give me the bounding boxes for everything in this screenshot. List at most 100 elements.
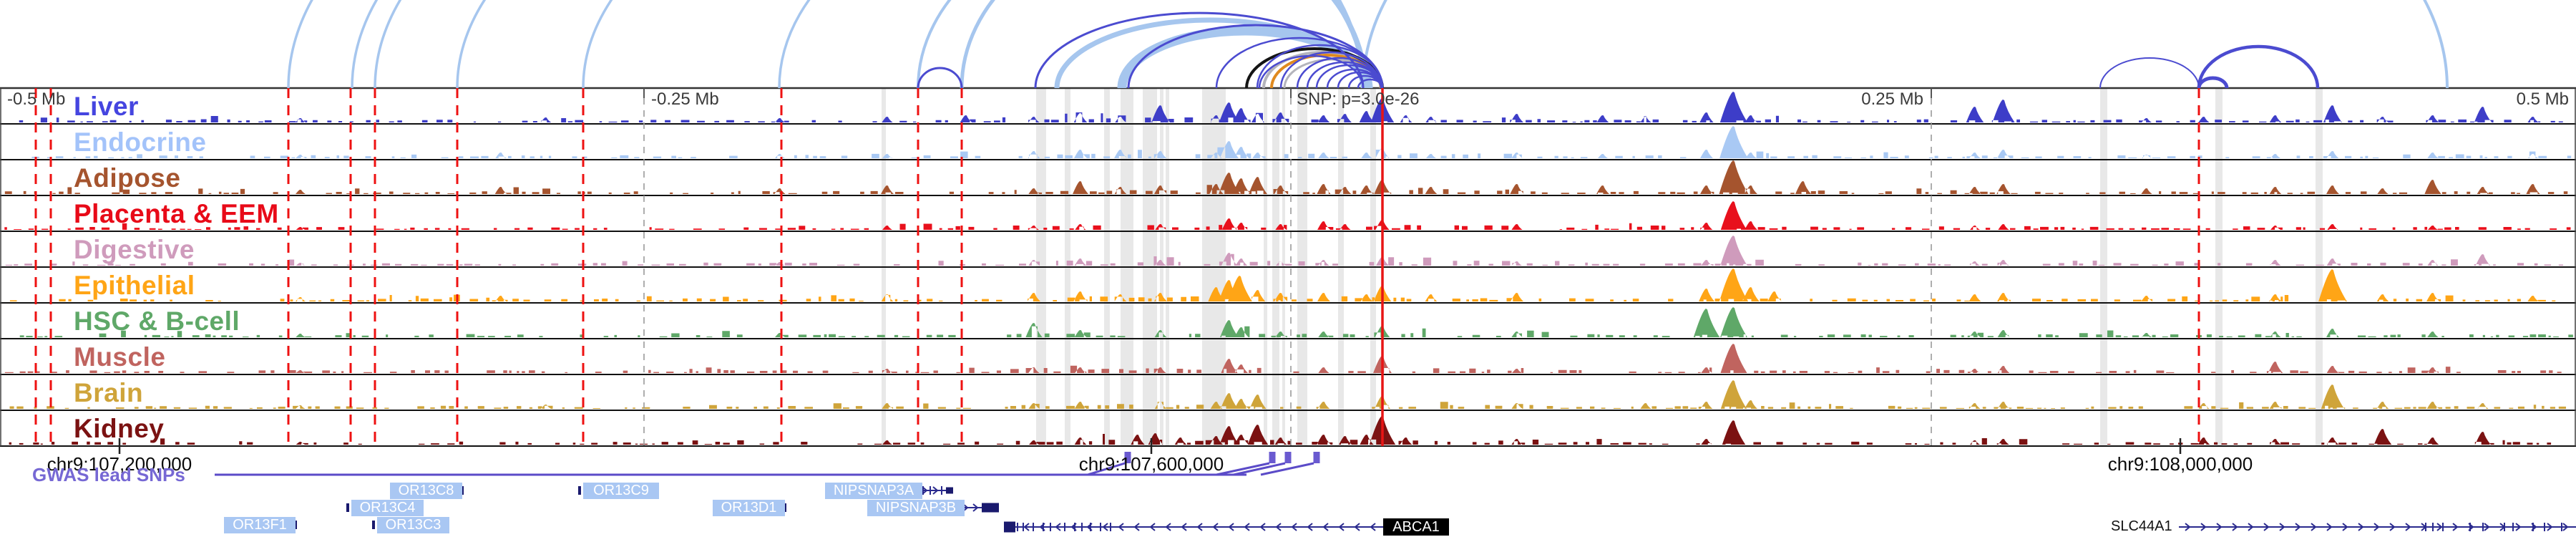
strand-arrow [2436, 523, 2443, 531]
strand-arrow [2295, 523, 2301, 531]
strand-arrow [1196, 523, 1203, 531]
track-label-adipose[interactable]: Adipose [74, 163, 181, 193]
track-label-endocrine[interactable]: Endocrine [74, 127, 207, 157]
strand-arrow [1118, 523, 1124, 531]
strand-arrow [972, 503, 979, 512]
track-label-muscle[interactable]: Muscle [74, 342, 166, 372]
interaction-arc[interactable] [1357, 78, 1384, 89]
ruler-label-snp: SNP: p=3.0e-26 [1297, 90, 1420, 109]
strand-arrow [1338, 523, 1345, 531]
interaction-arc[interactable] [1256, 44, 1384, 89]
track-label-brain[interactable]: Brain [74, 378, 144, 407]
strand-arrow [2452, 523, 2459, 531]
interaction-arc[interactable] [2197, 44, 2320, 89]
track-label-liver[interactable]: Liver [74, 92, 139, 121]
gene-label-nipsnap3a[interactable]: NIPSNAP3A [825, 483, 922, 499]
exon-box [1004, 521, 1015, 533]
strand-arrow [1370, 523, 1376, 531]
strand-arrow [1212, 523, 1219, 531]
strand-arrow [1275, 523, 1282, 531]
strand-arrow [2562, 523, 2569, 531]
signal-kidney[interactable] [9, 416, 2552, 445]
gene-label-or13c9[interactable]: OR13C9 [583, 483, 659, 499]
ruler-label-quarter-mb: 0.25 Mb [1861, 90, 1923, 109]
gwas-snp-marker[interactable] [1269, 452, 1276, 463]
strand-arrow [2389, 523, 2396, 531]
gene-label-nipsnap3b[interactable]: NIPSNAP3B [867, 500, 965, 516]
gene-label-slc44a1[interactable]: SLC44A1 [2111, 518, 2172, 534]
gene-label-or13d1[interactable]: OR13D1 [713, 500, 785, 516]
strand-arrow [2200, 523, 2207, 531]
strand-arrow [1259, 523, 1266, 531]
strand-arrow [2216, 523, 2223, 531]
ruler-label-half-mb: 0.5 Mb [2516, 90, 2569, 109]
gwas-leader [1216, 462, 1270, 476]
track-label-hsc-b-cell[interactable]: HSC & B-cell [74, 306, 240, 336]
track-label-epithelial[interactable]: Epithelial [74, 271, 195, 300]
axis-label-1: chr9:107,600,000 [1078, 453, 1224, 475]
interaction-arc[interactable] [917, 67, 963, 89]
exon-box [982, 503, 999, 513]
strand-arrow [2326, 523, 2333, 531]
gwas-leader [1260, 462, 1314, 476]
signal-hsc-b-cell[interactable] [19, 307, 2573, 337]
gwas-snp-marker[interactable] [1124, 452, 1131, 463]
gene-strand-tick [784, 503, 786, 512]
ruler-label-minus-quarter-mb: -0.25 Mb [651, 90, 719, 109]
strand-arrow [1291, 523, 1297, 531]
strand-arrow [1322, 523, 1329, 531]
strand-arrow [1149, 523, 1156, 531]
gene-strand-tick [461, 486, 464, 495]
gwas-snp-marker[interactable] [1284, 452, 1292, 463]
strand-arrow [2279, 523, 2285, 531]
gene-label-or13f1[interactable]: OR13F1 [224, 517, 296, 533]
strand-arrow [1354, 523, 1360, 531]
axis-label-0: chr9:107,200,000 [47, 453, 192, 475]
track-label-kidney[interactable]: Kidney [74, 414, 165, 443]
gene-label-or13c3[interactable]: OR13C3 [377, 517, 449, 533]
strand-arrow [1181, 523, 1187, 531]
ruler-label-minus-half-mb: -0.5 Mb [7, 90, 66, 109]
interaction-arc[interactable] [2099, 57, 2200, 89]
strand-arrow [2263, 523, 2270, 531]
strand-arrow [1165, 523, 1171, 531]
strand-arrow [2405, 523, 2411, 531]
interaction-arc[interactable] [2197, 76, 2229, 89]
track-label-digestive[interactable]: Digestive [74, 235, 195, 264]
strand-arrow [2358, 523, 2364, 531]
strand-arrow [2185, 523, 2191, 531]
strand-arrow [2232, 523, 2238, 531]
gwas-snp-marker[interactable] [1313, 452, 1320, 463]
strand-arrow [2342, 523, 2348, 531]
interaction-arc[interactable] [960, 0, 1368, 89]
gwas-lead-snps-label: GWAS lead SNPs [32, 464, 185, 485]
interaction-arc[interactable] [582, 0, 1365, 89]
strand-arrow [1102, 523, 1108, 531]
strand-arrow [2248, 523, 2254, 531]
strand-arrow [962, 503, 969, 512]
strand-arrow [2547, 523, 2553, 531]
gene-label-or13c8[interactable]: OR13C8 [390, 483, 462, 499]
gene-label-abca1[interactable]: ABCA1 [1383, 518, 1449, 536]
track-label-placenta-eem[interactable]: Placenta & EEM [74, 199, 279, 228]
strand-arrow [2515, 523, 2522, 531]
axis-label-2: chr9:108,000,000 [2107, 453, 2253, 475]
gene-strand-tick [372, 521, 375, 529]
strand-arrow [2373, 523, 2380, 531]
strand-arrow [1055, 523, 1061, 531]
strand-arrow [1133, 523, 1140, 531]
gene-label-or13c4[interactable]: OR13C4 [351, 500, 424, 516]
signal-brain[interactable] [9, 380, 2567, 409]
signal-adipose[interactable] [4, 160, 2568, 194]
interaction-arc[interactable] [1362, 0, 2449, 89]
signal-placenta-eem[interactable] [4, 201, 2571, 230]
gene-strand-tick [294, 521, 297, 529]
gwas-leader [1087, 462, 1126, 476]
exon-box [946, 487, 953, 494]
gene-strand-tick [346, 503, 349, 512]
gene-strand-tick [578, 486, 581, 495]
strand-arrow [2311, 523, 2317, 531]
strand-arrow [1244, 523, 1250, 531]
